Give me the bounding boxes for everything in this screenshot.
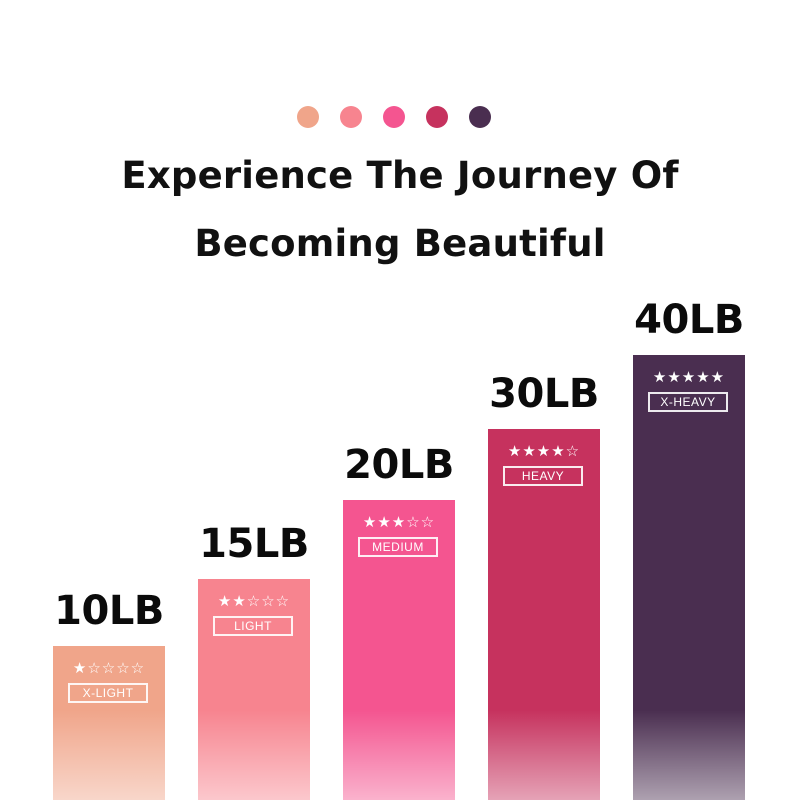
level-label: X-HEAVY bbox=[648, 392, 728, 412]
color-dots bbox=[0, 106, 800, 128]
color-dot bbox=[340, 106, 362, 128]
value-label: 20LB bbox=[344, 442, 454, 488]
star-rating-icon: ★★★★☆ bbox=[507, 442, 581, 460]
star-rating-icon: ★★★★★ bbox=[652, 368, 726, 386]
bar: ★★★★☆ HEAVY bbox=[488, 429, 600, 800]
title-line-2: Becoming Beautiful bbox=[194, 222, 606, 265]
star-rating-icon: ★☆☆☆☆ bbox=[72, 659, 146, 677]
bar: ★★☆☆☆ LIGHT bbox=[198, 579, 310, 800]
level-label: MEDIUM bbox=[358, 537, 438, 557]
value-label: 15LB bbox=[199, 521, 309, 567]
color-dot bbox=[469, 106, 491, 128]
level-label: X-LIGHT bbox=[68, 683, 148, 703]
value-label: 10LB bbox=[54, 588, 164, 634]
value-label: 30LB bbox=[489, 371, 599, 417]
star-rating-icon: ★★☆☆☆ bbox=[217, 592, 291, 610]
value-label: 40LB bbox=[634, 297, 744, 343]
star-rating-icon: ★★★☆☆ bbox=[362, 513, 436, 531]
bar: ★☆☆☆☆ X-LIGHT bbox=[53, 646, 165, 800]
bar: ★★★★★ X-HEAVY bbox=[633, 355, 745, 800]
level-label: LIGHT bbox=[213, 616, 293, 636]
color-dot bbox=[383, 106, 405, 128]
title-line-1: Experience The Journey Of bbox=[121, 154, 679, 197]
level-label: HEAVY bbox=[503, 466, 583, 486]
color-dot bbox=[297, 106, 319, 128]
bar: ★★★☆☆ MEDIUM bbox=[343, 500, 455, 800]
color-dot bbox=[426, 106, 448, 128]
